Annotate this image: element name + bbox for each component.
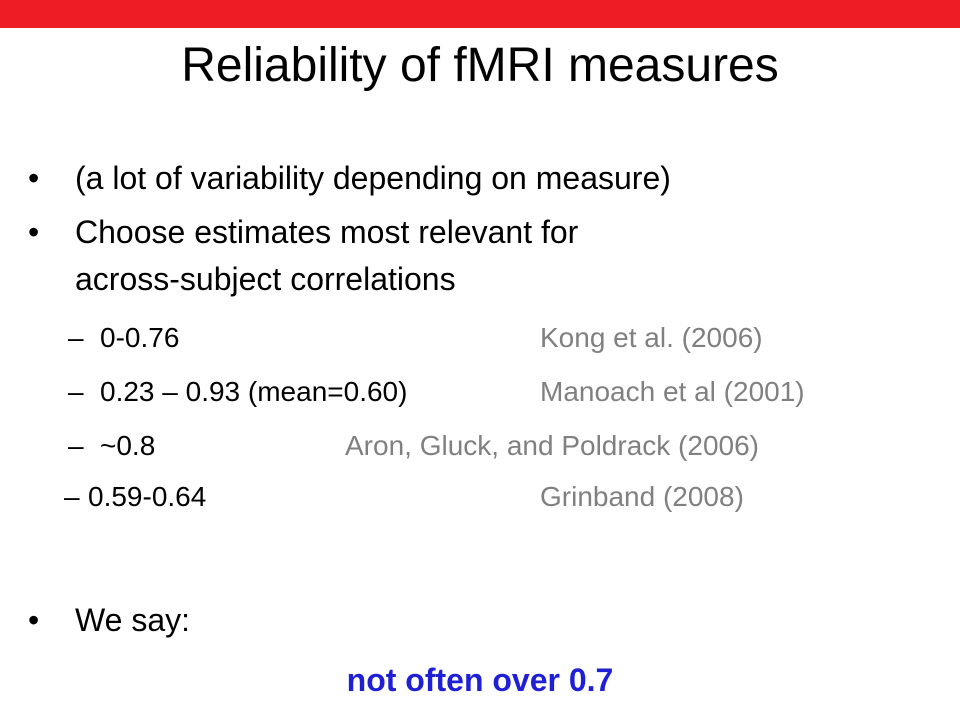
conclusion: not often over 0.7 [346,662,614,698]
dash: – [68,376,84,407]
sub-source: Grinband (2008) [540,481,744,512]
sub-value: 0.23 – 0.93 (mean=0.60) [100,376,408,407]
bullet-text: (a lot of variability depending on measu… [75,160,671,196]
dash: – [68,430,84,461]
bullet-dot: • [28,160,40,196]
sub-value: 0.59-0.64 [88,481,207,512]
sub-value: 0-0.76 [100,322,180,353]
sub-source: Manoach et al (2001) [540,376,805,407]
top-bar [0,0,960,28]
bullet-dot: • [28,602,40,638]
sub-value: ~0.8 [100,430,156,461]
bullet-dot: • [28,214,40,250]
bullet-text: Choose estimates most relevant for [75,214,579,250]
dash: – [64,481,80,512]
dash: – [68,322,84,353]
sub-source: Aron, Gluck, and Poldrack (2006) [345,430,759,461]
bullet-text: across-subject correlations [75,261,456,297]
slide-title: Reliability of fMRI measures [181,39,779,92]
sub-source: Kong et al. (2006) [540,322,763,353]
bullet-text: We say: [75,602,190,638]
